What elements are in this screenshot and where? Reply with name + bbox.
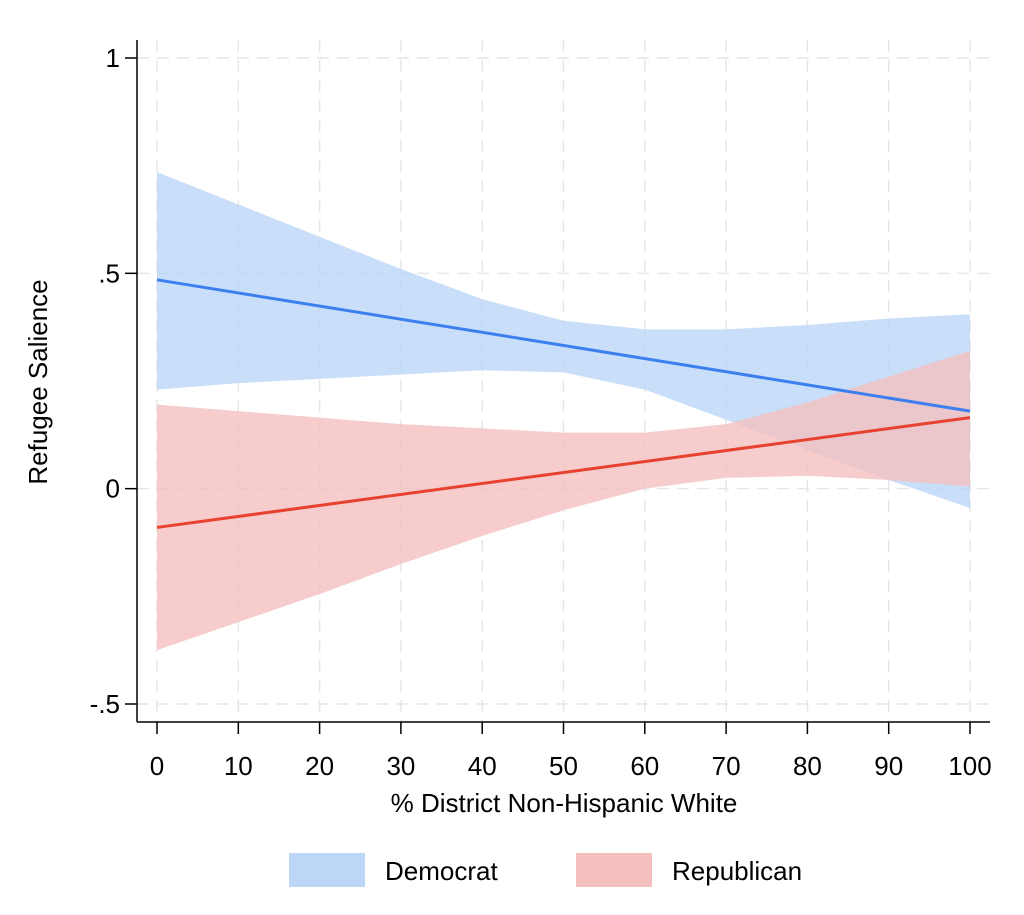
- democrat-legend-label: Democrat: [385, 856, 498, 886]
- y-tick-label: 1: [106, 43, 120, 73]
- y-axis-title: Refugee Salience: [23, 279, 53, 484]
- legend: Democrat Republican: [289, 853, 802, 887]
- republican-fit-line: [156, 416, 971, 529]
- x-tick-label: 70: [712, 751, 741, 781]
- x-axis-ticks: 0 10 20 30 40 50 60 70 80 90 100: [150, 722, 992, 781]
- democrat-fit-line: [156, 278, 971, 413]
- x-tick-label: 60: [630, 751, 659, 781]
- democrat-legend-swatch: [289, 853, 365, 887]
- fit-lines: [156, 278, 971, 529]
- republican-legend-label: Republican: [672, 856, 802, 886]
- y-tick-label: .5: [98, 258, 120, 288]
- x-tick-label: 40: [468, 751, 497, 781]
- x-tick-label: 80: [793, 751, 822, 781]
- x-tick-label: 0: [150, 751, 164, 781]
- x-tick-label: 100: [948, 751, 991, 781]
- y-tick-label: 0: [106, 474, 120, 504]
- republican-legend-swatch: [576, 853, 652, 887]
- x-tick-label: 90: [874, 751, 903, 781]
- y-tick-label: -.5: [90, 689, 120, 719]
- x-tick-label: 50: [549, 751, 578, 781]
- x-tick-label: 20: [305, 751, 334, 781]
- x-tick-label: 30: [386, 751, 415, 781]
- x-axis-title: % District Non-Hispanic White: [391, 788, 738, 818]
- x-tick-label: 10: [224, 751, 253, 781]
- republican-confidence-band: [157, 350, 970, 651]
- confidence-bands: [157, 172, 970, 651]
- y-axis-ticks: 1 .5 0 -.5: [90, 43, 137, 719]
